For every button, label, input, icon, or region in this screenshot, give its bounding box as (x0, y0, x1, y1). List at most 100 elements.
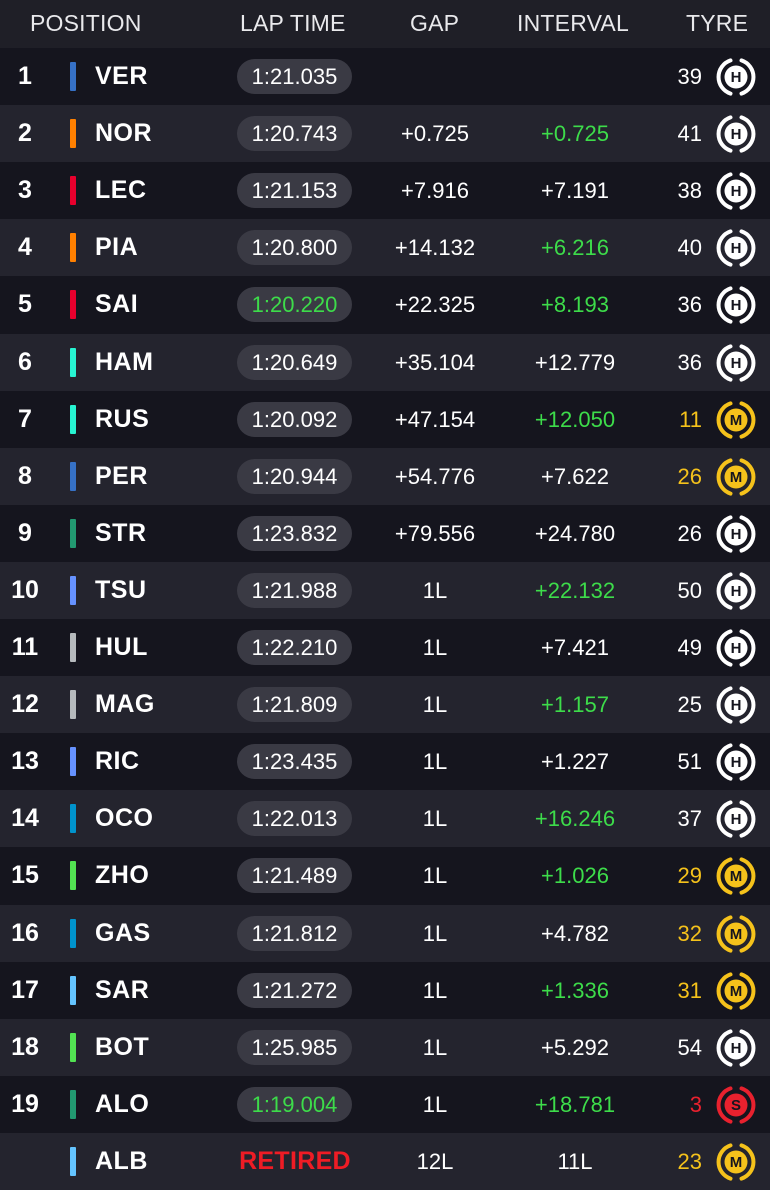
lap-time-pill: 1:20.092 (237, 401, 352, 437)
driver-code: RIC (95, 747, 140, 776)
interval-value: +16.246 (534, 806, 616, 832)
tyre-age: 41 (677, 121, 702, 147)
position-number: 13 (11, 747, 39, 776)
tyre-compound-icon: M (716, 971, 756, 1010)
driver-code: HAM (95, 347, 154, 376)
header-lap-time: LAP TIME (240, 10, 346, 36)
driver-row[interactable]: 3 LEC 1:21.153 +7.916 +7.191 38 H (0, 162, 770, 220)
tyre-compound-icon: H (716, 172, 756, 210)
team-color-bar (70, 1146, 76, 1176)
position-number: 15 (11, 861, 39, 890)
interval-value: +4.782 (541, 920, 609, 946)
tyre-compound-icon: M (716, 400, 756, 439)
position-number: 18 (11, 1032, 39, 1061)
tyre-age: 37 (677, 806, 702, 832)
tyre-age: 26 (677, 520, 702, 546)
gap-value (375, 48, 495, 105)
tyre-compound-icon: H (716, 572, 756, 610)
driver-row[interactable]: 11 HUL 1:22.210 1L +7.421 49 H (0, 619, 770, 676)
tyre-compound-icon: S (716, 1086, 756, 1124)
tyre-age: 26 (677, 463, 702, 489)
driver-row[interactable]: 19 ALO 1:19.004 1L +18.781 3 S (0, 1075, 770, 1133)
driver-row[interactable]: 9 STR 1:23.832 +79.556 +24.780 26 H (0, 504, 770, 562)
lap-time-pill: 1:19.004 (237, 1086, 352, 1122)
tyre-compound-letter: H (731, 126, 742, 143)
driver-row[interactable]: 7 RUS 1:20.092 +47.154 +12.050 11 M (0, 390, 770, 448)
lap-time-pill: 1:22.210 (237, 630, 352, 665)
tyre-compound-icon: H (716, 629, 756, 667)
driver-code: NOR (95, 119, 153, 148)
position-number: 5 (18, 290, 32, 319)
driver-row[interactable]: 6 HAM 1:20.649 +35.104 +12.779 36 H (0, 333, 770, 391)
driver-row[interactable]: 4 PIA 1:20.800 +14.132 +6.216 40 H (0, 219, 770, 277)
team-color-bar (70, 690, 76, 720)
driver-code: GAS (95, 918, 151, 947)
header-tyre: TYRE (686, 10, 749, 36)
gap-value: +79.556 (394, 520, 476, 546)
driver-row[interactable]: 5 SAI 1:20.220 +22.325 +8.193 36 H (0, 276, 770, 334)
team-color-bar (70, 176, 76, 206)
tyre-age: 51 (677, 749, 702, 775)
driver-row[interactable]: 8 PER 1:20.944 +54.776 +7.622 26 M (0, 447, 770, 505)
gap-value: 1L (422, 1091, 448, 1117)
team-color-bar (70, 747, 76, 777)
driver-row[interactable]: 18 BOT 1:25.985 1L +5.292 54 H (0, 1018, 770, 1076)
gap-value: 1L (422, 806, 448, 832)
driver-code: TSU (95, 575, 147, 604)
tyre-compound-icon: H (716, 743, 756, 781)
gap-value: 1L (422, 692, 448, 718)
driver-row[interactable]: 13 RIC 1:23.435 1L +1.227 51 H (0, 733, 770, 791)
tyre-age: 40 (677, 235, 702, 261)
lap-time-pill: 1:21.812 (237, 915, 352, 951)
position-number: 3 (18, 176, 32, 205)
position-number: 2 (18, 119, 32, 148)
tyre-compound-icon: M (716, 1143, 756, 1181)
tyre-compound-letter: M (730, 983, 743, 1000)
lap-time-pill: 1:23.435 (237, 744, 352, 780)
driver-row[interactable]: 2 NOR 1:20.743 +0.725 +0.725 41 H (0, 105, 770, 163)
team-color-bar (70, 461, 76, 491)
tyre-age: 23 (677, 1148, 702, 1174)
position-number (0, 1133, 50, 1190)
gap-value: +0.725 (401, 121, 469, 147)
driver-row[interactable]: 16 GAS 1:21.812 1L +4.782 32 M (0, 904, 770, 962)
driver-row[interactable]: 12 MAG 1:21.809 1L +1.157 25 H (0, 676, 770, 734)
team-color-bar (70, 290, 76, 320)
interval-value: +1.026 (541, 863, 609, 889)
team-color-bar (70, 1089, 76, 1119)
interval-value (515, 48, 635, 105)
tyre-compound-letter: H (731, 69, 742, 86)
position-number: 1 (18, 62, 32, 90)
gap-value: +47.154 (394, 406, 476, 432)
driver-code: STR (95, 518, 147, 547)
position-number: 6 (18, 347, 32, 376)
gap-value: 12L (416, 1148, 454, 1174)
driver-code: VER (95, 62, 148, 90)
driver-row[interactable]: 15 ZHO 1:21.489 1L +1.026 29 M (0, 847, 770, 905)
tyre-compound-letter: H (731, 183, 742, 200)
team-color-bar (70, 918, 76, 948)
driver-row[interactable]: ALB RETIRED 12L 11L 23 M (0, 1132, 770, 1190)
lap-time-pill: 1:20.944 (237, 458, 352, 494)
lap-time-pill: 1:20.743 (237, 116, 352, 152)
driver-row[interactable]: 14 OCO 1:22.013 1L +16.246 37 H (0, 790, 770, 848)
lap-time-pill: 1:20.800 (237, 230, 352, 266)
tyre-age: 36 (677, 349, 702, 375)
tyre-compound-icon: M (716, 914, 756, 953)
driver-row[interactable]: 10 TSU 1:21.988 1L +22.132 50 H (0, 561, 770, 619)
team-color-bar (70, 233, 76, 263)
team-color-bar (70, 804, 76, 834)
driver-row[interactable]: 1 VER 1:21.035 39 H (0, 48, 770, 105)
position-number: 16 (11, 918, 39, 947)
tyre-age: 38 (677, 178, 702, 204)
tyre-age: 49 (677, 635, 702, 660)
position-number: 7 (18, 404, 32, 433)
tyre-compound-icon: H (716, 58, 756, 96)
interval-value: +24.780 (534, 520, 616, 546)
tyre-compound-letter: M (730, 469, 743, 486)
tyre-compound-letter: H (731, 240, 742, 257)
interval-value: +8.193 (541, 292, 609, 318)
gap-value: +7.916 (401, 178, 469, 204)
driver-row[interactable]: 17 SAR 1:21.272 1L +1.336 31 M (0, 961, 770, 1019)
driver-code: PER (95, 461, 148, 490)
